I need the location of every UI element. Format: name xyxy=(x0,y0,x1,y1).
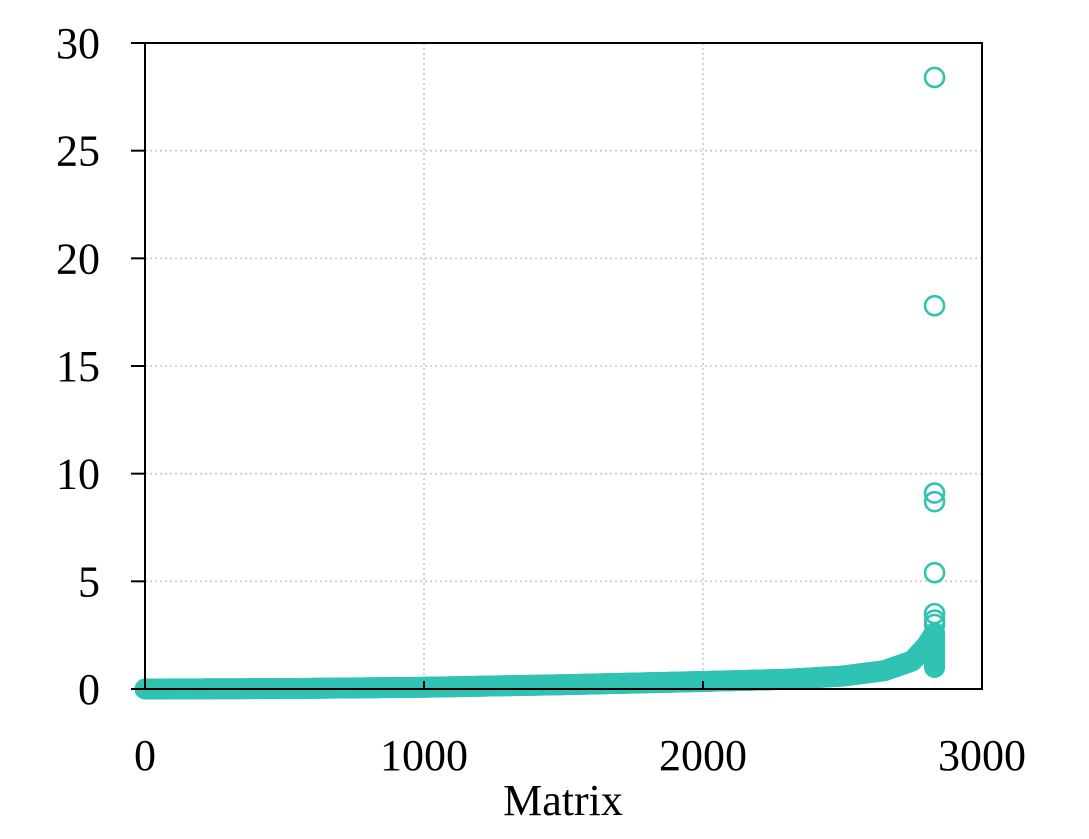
grid-layer xyxy=(145,43,982,689)
y-tick-label: 15 xyxy=(56,342,100,391)
y-tick-label: 30 xyxy=(56,19,100,68)
x-tick-label: 0 xyxy=(134,731,156,780)
outlier-point xyxy=(923,66,946,89)
outlier-point xyxy=(923,602,946,625)
outlier-point xyxy=(923,490,946,513)
x-axis-label: Matrix xyxy=(503,776,623,825)
data-layer xyxy=(134,66,946,700)
y-tick-label: 10 xyxy=(56,450,100,499)
y-tick-label: 20 xyxy=(56,234,100,283)
x-tick-label: 2000 xyxy=(659,731,747,780)
outlier-point xyxy=(923,482,946,504)
y-tick-label: 0 xyxy=(78,665,100,714)
outlier-point xyxy=(923,294,946,317)
tick-layer: 0 1000 2000 3000 0 5 10 15 20 25 30 xyxy=(56,19,1026,780)
y-tick-label: 25 xyxy=(56,127,100,176)
outlier-point xyxy=(923,613,946,636)
x-tick-label: 1000 xyxy=(380,731,468,780)
x-tick-label: 3000 xyxy=(938,731,1026,780)
outlier-point xyxy=(923,561,946,584)
y-tick-label: 5 xyxy=(78,557,100,606)
